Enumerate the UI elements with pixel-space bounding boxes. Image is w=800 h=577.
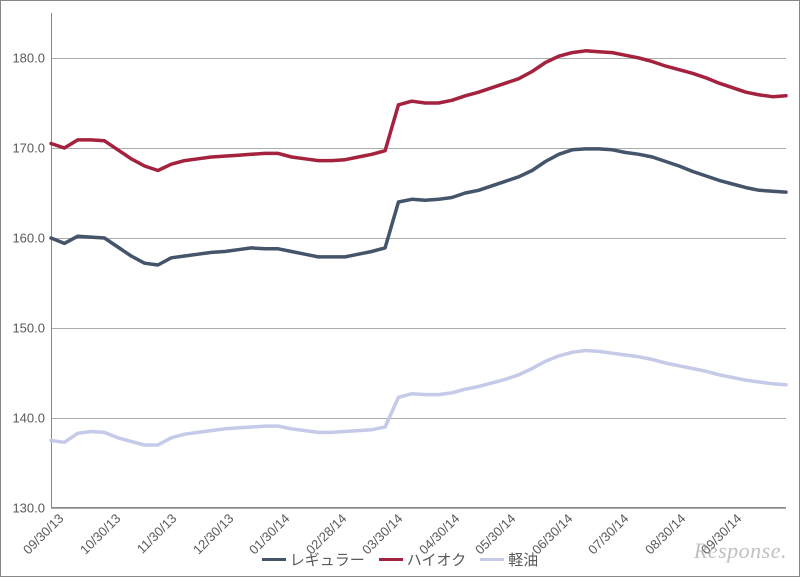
y-tick-label: 170.0: [12, 141, 51, 156]
legend-swatch: [480, 558, 504, 562]
legend-swatch: [262, 558, 286, 562]
y-tick-label: 140.0: [12, 411, 51, 426]
chart-plot-area: 130.0140.0150.0160.0170.0180.0 09/30/131…: [51, 13, 786, 508]
legend-swatch: [379, 558, 403, 562]
legend-item: 軽油: [480, 549, 538, 570]
legend-label: レギュラー: [290, 549, 365, 570]
legend-item: ハイオク: [379, 549, 466, 570]
y-tick-label: 160.0: [12, 231, 51, 246]
y-tick-label: 150.0: [12, 321, 51, 336]
series-line: [51, 51, 786, 171]
series-line: [51, 149, 786, 265]
y-tick-label: 130.0: [12, 501, 51, 516]
series-line: [51, 351, 786, 446]
legend-label: ハイオク: [407, 549, 466, 570]
y-tick-label: 180.0: [12, 51, 51, 66]
chart-legend: レギュラー ハイオク 軽油: [1, 549, 799, 570]
chart-lines-svg: [51, 13, 786, 508]
legend-label: 軽油: [508, 549, 538, 570]
legend-item: レギュラー: [262, 549, 365, 570]
